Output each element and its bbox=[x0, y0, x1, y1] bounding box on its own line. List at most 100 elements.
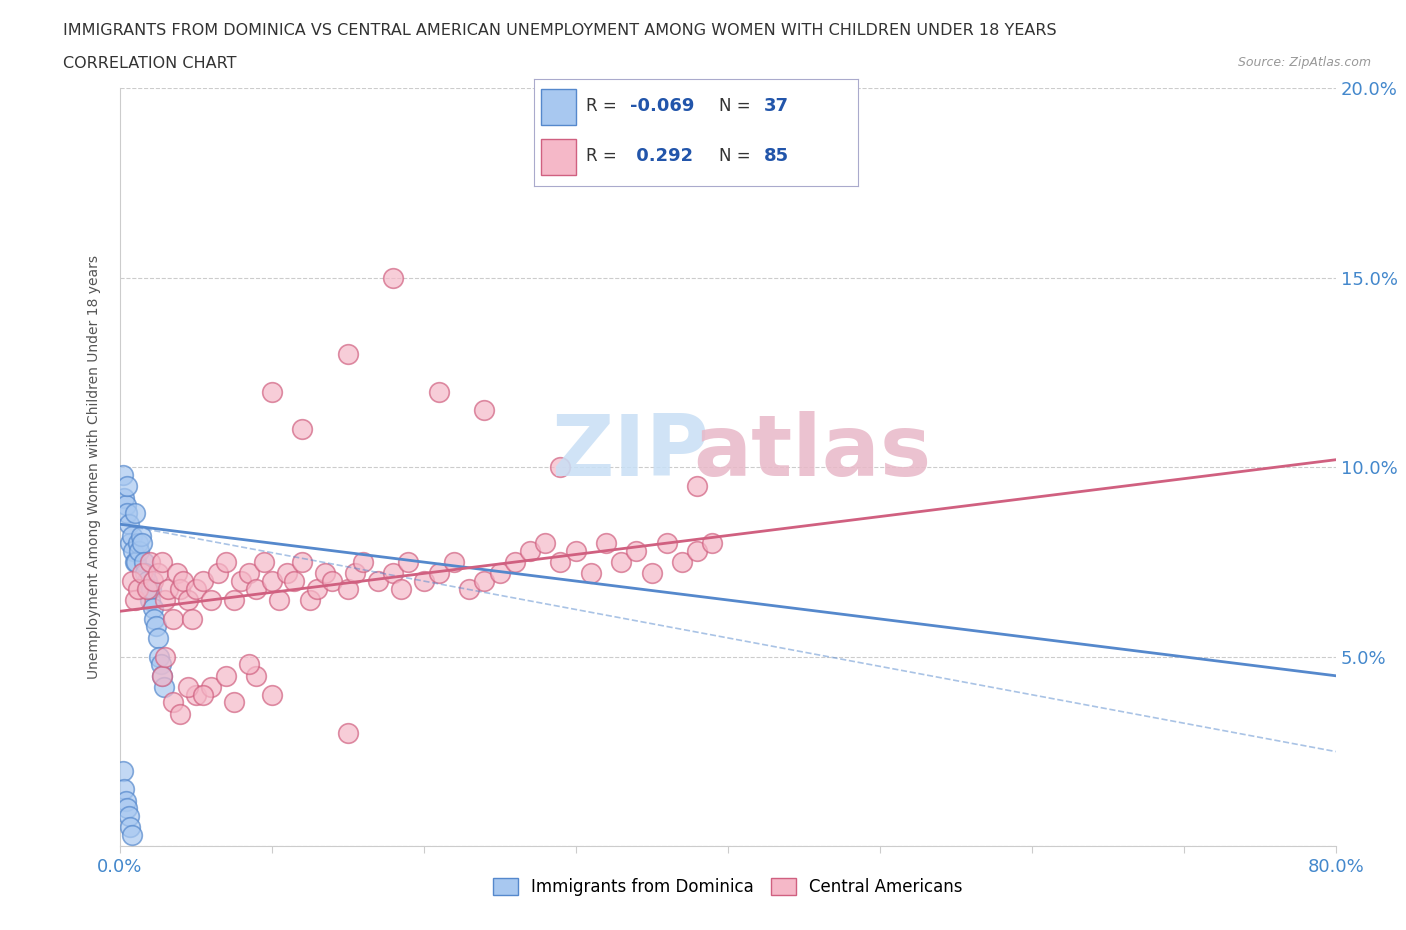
Text: IMMIGRANTS FROM DOMINICA VS CENTRAL AMERICAN UNEMPLOYMENT AMONG WOMEN WITH CHILD: IMMIGRANTS FROM DOMINICA VS CENTRAL AMER… bbox=[63, 23, 1057, 38]
Point bbox=[121, 828, 143, 843]
Point bbox=[111, 468, 134, 483]
Point bbox=[564, 543, 586, 558]
Point bbox=[626, 543, 648, 558]
Point bbox=[276, 566, 298, 581]
Point bbox=[321, 574, 343, 589]
Point bbox=[127, 536, 149, 551]
Point bbox=[169, 581, 191, 596]
Point bbox=[382, 566, 405, 581]
Point bbox=[150, 669, 173, 684]
Point bbox=[336, 346, 359, 361]
Point bbox=[111, 763, 134, 777]
Text: ZIP: ZIP bbox=[551, 411, 709, 494]
Text: atlas: atlas bbox=[693, 411, 932, 494]
Point bbox=[146, 631, 169, 645]
Point bbox=[117, 517, 139, 532]
Point bbox=[367, 574, 389, 589]
Point bbox=[191, 687, 214, 702]
Legend: Immigrants from Dominica, Central Americans: Immigrants from Dominica, Central Americ… bbox=[486, 870, 969, 902]
Text: R =: R = bbox=[586, 98, 621, 115]
Point bbox=[427, 384, 450, 399]
Point bbox=[145, 619, 167, 634]
Point bbox=[141, 581, 163, 596]
Point bbox=[121, 528, 143, 543]
Point bbox=[122, 543, 145, 558]
Point bbox=[352, 554, 374, 569]
Point bbox=[148, 649, 170, 664]
Point bbox=[686, 479, 709, 494]
Point bbox=[153, 649, 176, 664]
Text: R =: R = bbox=[586, 147, 621, 165]
Point bbox=[200, 680, 222, 695]
Point bbox=[610, 554, 633, 569]
Point bbox=[245, 581, 267, 596]
Text: CORRELATION CHART: CORRELATION CHART bbox=[63, 56, 236, 71]
Point bbox=[146, 566, 169, 581]
Point bbox=[139, 592, 162, 607]
Point bbox=[307, 581, 329, 596]
Point bbox=[152, 680, 174, 695]
Point bbox=[503, 554, 526, 569]
Point bbox=[344, 566, 367, 581]
Point bbox=[150, 554, 173, 569]
Point bbox=[184, 687, 207, 702]
Point bbox=[458, 581, 481, 596]
Point bbox=[142, 574, 165, 589]
Text: N =: N = bbox=[718, 147, 755, 165]
Point bbox=[142, 600, 165, 615]
Point bbox=[238, 657, 260, 671]
Point bbox=[534, 536, 557, 551]
Point bbox=[427, 566, 450, 581]
Point bbox=[291, 554, 314, 569]
Point bbox=[153, 592, 176, 607]
Point bbox=[162, 695, 184, 710]
Point bbox=[389, 581, 412, 596]
Point bbox=[177, 680, 200, 695]
Point bbox=[200, 592, 222, 607]
Text: 0.292: 0.292 bbox=[630, 147, 693, 165]
Point bbox=[191, 574, 214, 589]
Point bbox=[132, 554, 155, 569]
Point bbox=[472, 403, 496, 418]
Point bbox=[382, 271, 405, 286]
Point bbox=[443, 554, 465, 569]
Point bbox=[215, 669, 238, 684]
Point bbox=[114, 498, 136, 512]
Point bbox=[112, 782, 135, 797]
Point bbox=[245, 669, 267, 684]
Point bbox=[215, 554, 238, 569]
Point bbox=[488, 566, 510, 581]
Point bbox=[112, 490, 135, 505]
Text: -0.069: -0.069 bbox=[630, 98, 695, 115]
Point bbox=[519, 543, 541, 558]
Point bbox=[655, 536, 678, 551]
Point bbox=[412, 574, 434, 589]
Point bbox=[127, 581, 149, 596]
Point bbox=[550, 554, 572, 569]
Point bbox=[336, 725, 359, 740]
Text: 37: 37 bbox=[763, 98, 789, 115]
Point bbox=[115, 801, 138, 816]
Point bbox=[222, 695, 245, 710]
Point bbox=[298, 592, 321, 607]
Point bbox=[550, 460, 572, 475]
Y-axis label: Unemployment Among Women with Children Under 18 years: Unemployment Among Women with Children U… bbox=[87, 256, 101, 679]
Point bbox=[260, 574, 283, 589]
Point bbox=[124, 592, 146, 607]
Point bbox=[125, 554, 148, 569]
Text: Source: ZipAtlas.com: Source: ZipAtlas.com bbox=[1237, 56, 1371, 69]
Point bbox=[184, 581, 207, 596]
Point bbox=[260, 384, 283, 399]
Point bbox=[314, 566, 336, 581]
Point bbox=[172, 574, 194, 589]
Text: 85: 85 bbox=[763, 147, 789, 165]
Point bbox=[579, 566, 602, 581]
Point bbox=[640, 566, 662, 581]
Point bbox=[131, 566, 153, 581]
Point bbox=[157, 581, 180, 596]
Point bbox=[117, 808, 139, 823]
Point bbox=[472, 574, 496, 589]
Point bbox=[166, 566, 188, 581]
Point bbox=[169, 706, 191, 721]
Point bbox=[114, 793, 136, 808]
